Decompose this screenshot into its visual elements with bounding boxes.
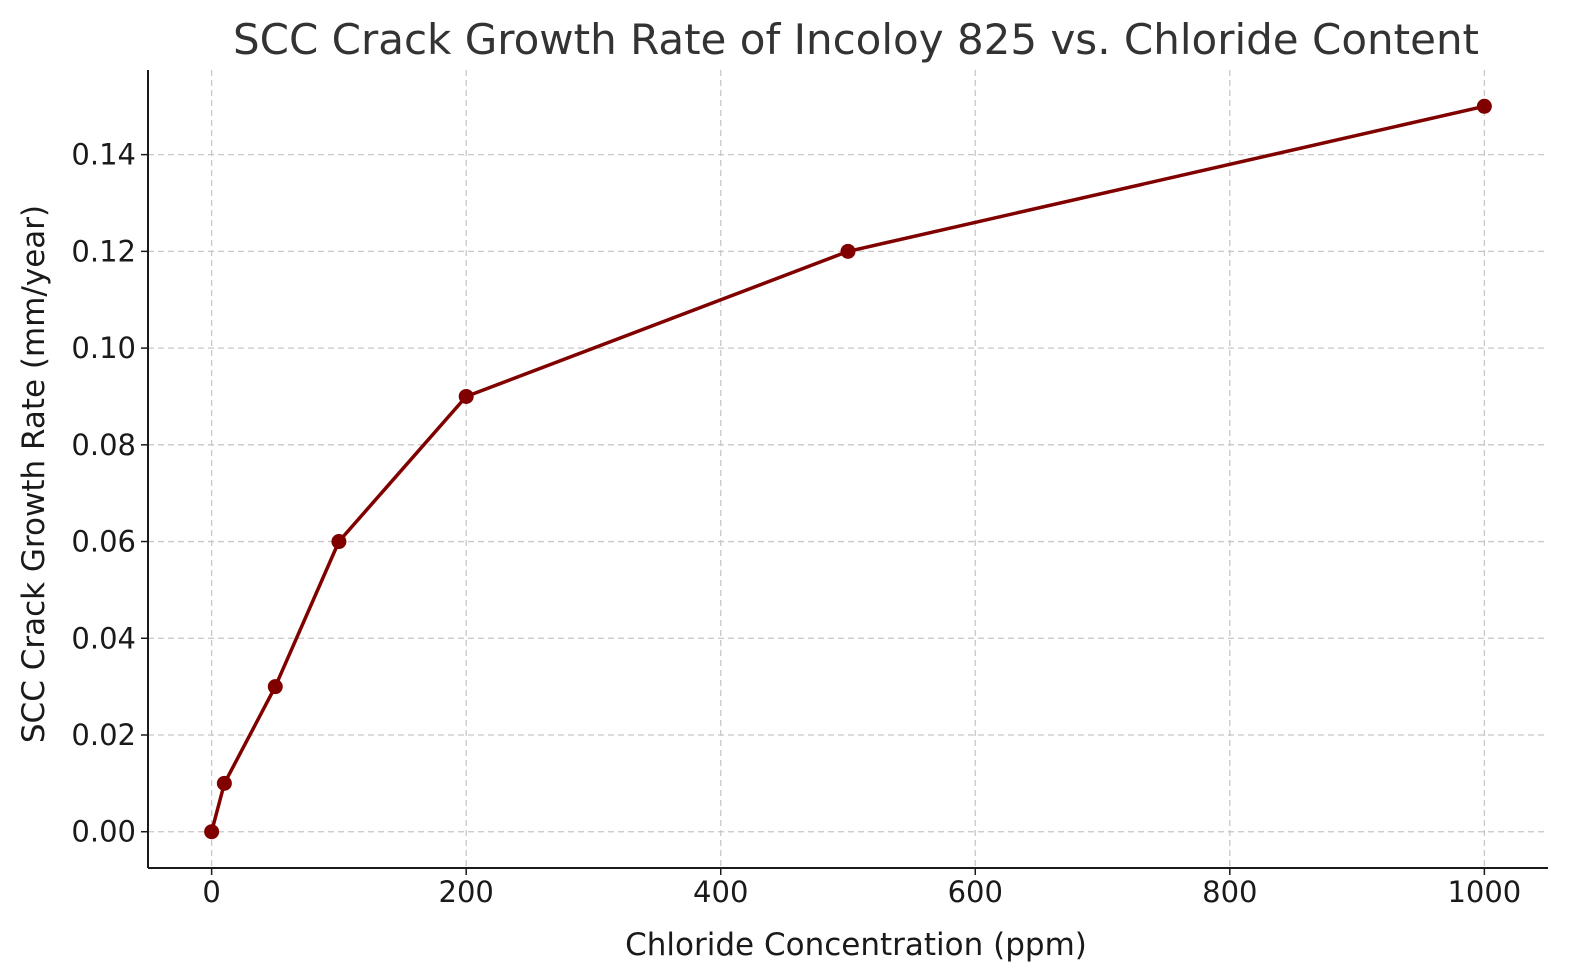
x-axis-label: Chloride Concentration (ppm) <box>625 927 1087 963</box>
data-point <box>840 243 856 259</box>
y-tick-label: 0.06 <box>71 525 136 559</box>
y-tick-label: 0.12 <box>71 234 136 268</box>
x-tick-label: 200 <box>439 875 494 909</box>
grid <box>148 70 1548 868</box>
x-tick-label: 400 <box>693 875 748 909</box>
x-tick-label: 600 <box>948 875 1003 909</box>
y-tick-label: 0.10 <box>71 331 136 365</box>
data-point <box>1476 98 1492 114</box>
y-tick-label: 0.08 <box>71 428 136 462</box>
x-tick-label: 0 <box>202 875 220 909</box>
data-point <box>267 679 283 695</box>
series <box>204 98 1492 840</box>
data-point <box>204 824 220 840</box>
data-point <box>458 388 474 404</box>
y-tick-label: 0.14 <box>71 138 136 172</box>
data-point <box>216 775 232 791</box>
y-tick-label: 0.04 <box>71 621 136 655</box>
y-tick-label: 0.00 <box>71 815 136 849</box>
y-tick-label: 0.02 <box>71 718 136 752</box>
y-axis-label: SCC Crack Growth Rate (mm/year) <box>16 205 52 743</box>
chart-title: SCC Crack Growth Rate of Incoloy 825 vs.… <box>233 15 1479 64</box>
x-tick-label: 1000 <box>1447 875 1521 909</box>
x-tick-label: 800 <box>1202 875 1257 909</box>
data-point <box>331 534 347 550</box>
series-line <box>209 104 1485 833</box>
axes <box>141 70 1548 875</box>
tick-labels: 0 200 400 600 800 1000 0.00 0.02 0.04 0.06 0.08 0.1… <box>71 138 1521 909</box>
